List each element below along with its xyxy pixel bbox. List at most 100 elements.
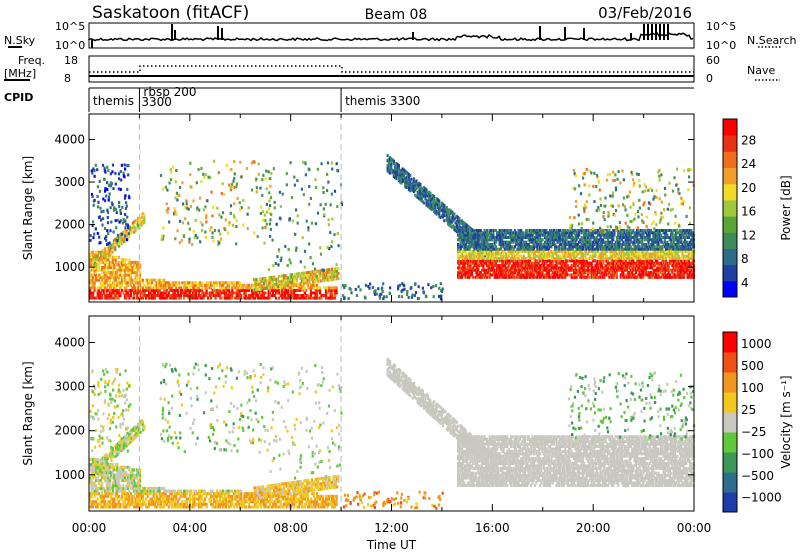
- data-cell: [111, 276, 114, 280]
- data-cell: [386, 164, 389, 168]
- data-cell: [278, 190, 281, 194]
- data-cell: [429, 191, 432, 195]
- data-cell: [377, 287, 380, 291]
- data-cell: [564, 261, 567, 265]
- data-cell: [564, 259, 567, 263]
- data-cell: [536, 236, 539, 239]
- data-cell: [604, 236, 607, 239]
- data-cell: [333, 233, 336, 237]
- data-cell: [271, 283, 274, 287]
- data-cell: [166, 210, 169, 214]
- data-cell: [662, 261, 665, 265]
- data-cell: [647, 271, 650, 275]
- data-cell: [324, 202, 327, 206]
- data-cell: [576, 229, 579, 232]
- data-cell: [603, 275, 606, 279]
- data-cell: [110, 276, 113, 280]
- data-cell: [463, 226, 466, 230]
- data-cell: [481, 243, 484, 246]
- data-cell: [608, 243, 611, 246]
- data-cell: [428, 190, 431, 194]
- data-cell: [518, 271, 521, 275]
- data-cell: [250, 161, 253, 165]
- data-cell: [110, 263, 113, 267]
- data-cell: [637, 261, 640, 265]
- data-cell: [289, 283, 292, 287]
- data-cell: [639, 236, 642, 239]
- data-cell: [643, 236, 646, 239]
- data-cell: [250, 294, 253, 297]
- data-cell: [459, 261, 462, 265]
- data-cell: [520, 240, 523, 244]
- data-cell: [208, 291, 211, 295]
- data-cell: [518, 275, 521, 279]
- data-cell: [337, 244, 340, 248]
- data-cell: [657, 236, 660, 239]
- data-cell: [469, 264, 472, 268]
- data-cell: [595, 247, 598, 251]
- data-cell: [330, 192, 333, 196]
- data-cell: [475, 231, 479, 235]
- data-cell: [641, 229, 644, 232]
- data-cell: [603, 268, 606, 272]
- data-cell: [615, 238, 619, 242]
- data-cell: [145, 296, 148, 300]
- data-cell: [539, 240, 542, 244]
- data-cell: [554, 275, 557, 279]
- data-cell: [320, 294, 323, 297]
- data-cell: [483, 243, 486, 246]
- data-cell: [545, 243, 548, 246]
- data-cell: [170, 286, 173, 290]
- data-cell: [137, 286, 140, 290]
- data-cell: [185, 283, 188, 287]
- data-cell: [568, 236, 571, 239]
- data-cell: [465, 238, 469, 242]
- data-cell: [484, 261, 487, 265]
- data-cell: [591, 245, 595, 249]
- data-cell: [191, 243, 194, 246]
- data-cell: [566, 229, 569, 232]
- data-cell: [617, 240, 620, 244]
- data-cell: [477, 264, 480, 268]
- data-cell: [639, 268, 642, 272]
- data-cell: [629, 261, 632, 265]
- data-cell: [154, 278, 157, 282]
- data-cell: [279, 217, 282, 221]
- data-cell: [213, 286, 216, 290]
- data-cell: [113, 291, 116, 295]
- data-cell: [467, 224, 470, 228]
- data-cell: [613, 229, 616, 232]
- data-cell: [460, 266, 463, 270]
- data-cell: [389, 169, 392, 173]
- data-cell: [574, 264, 577, 268]
- data-cell: [222, 286, 225, 290]
- data-cell: [481, 257, 484, 260]
- data-cell: [489, 268, 492, 272]
- data-cell: [433, 195, 436, 198]
- data-cell: [545, 261, 548, 265]
- data-cell: [163, 278, 166, 282]
- data-cell: [638, 250, 641, 253]
- data-cell: [93, 253, 96, 257]
- data-cell: [502, 257, 505, 260]
- data-cell: [418, 192, 421, 195]
- data-cell: [371, 286, 374, 289]
- data-cell: [311, 262, 315, 266]
- data-cell: [96, 185, 99, 189]
- data-cell: [557, 275, 561, 279]
- data-cell: [239, 208, 242, 211]
- data-cell: [605, 247, 608, 251]
- data-cell: [596, 243, 600, 246]
- data-cell: [540, 243, 543, 246]
- data-cell: [628, 261, 631, 265]
- data-cell: [612, 233, 615, 237]
- data-cell: [99, 294, 102, 297]
- data-cell: [119, 286, 122, 290]
- data-cell: [521, 268, 524, 272]
- data-cell: [503, 271, 506, 275]
- data-cell: [591, 247, 595, 251]
- data-cell: [143, 213, 146, 217]
- data-cell: [513, 261, 516, 265]
- data-cell: [628, 233, 631, 237]
- data-cell: [212, 205, 215, 209]
